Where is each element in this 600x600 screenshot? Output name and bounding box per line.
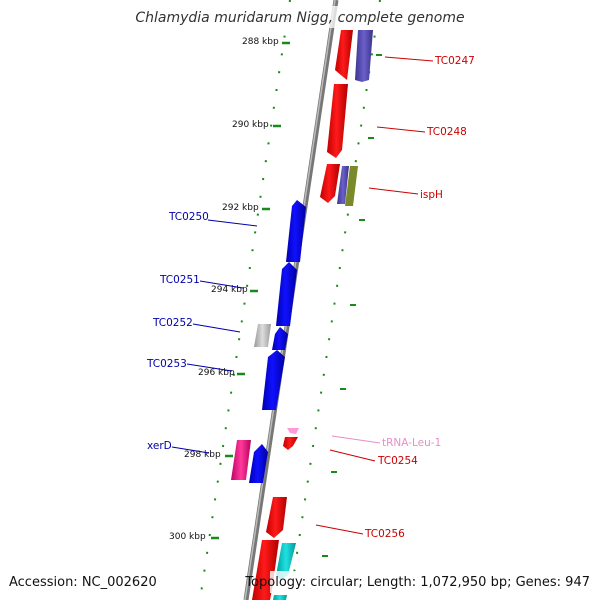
scale-tick-294: 294 kbp bbox=[211, 285, 258, 295]
scale-label-296: 296 kbp bbox=[198, 368, 235, 378]
gene-TC0254[interactable] bbox=[283, 437, 298, 450]
label-tRNA-Leu-1[interactable]: tRNA-Leu-1 bbox=[382, 437, 441, 449]
scale-label-288: 288 kbp bbox=[242, 37, 279, 47]
label-TC0250[interactable]: TC0250 bbox=[168, 211, 209, 223]
scale-label-290: 290 kbp bbox=[232, 120, 269, 130]
gene-TC0252b[interactable] bbox=[272, 327, 288, 350]
label-TC0251[interactable]: TC0251 bbox=[159, 274, 200, 286]
genome-title: Chlamydia muridarum Nigg, complete genom… bbox=[135, 10, 464, 26]
gene-TC0251[interactable] bbox=[276, 262, 297, 326]
scale-label-298: 298 kbp bbox=[184, 450, 221, 460]
label-TC0247[interactable]: TC0247 bbox=[434, 55, 475, 67]
gene-TC0253[interactable] bbox=[262, 350, 285, 410]
scale-tick-298: 298 kbp bbox=[184, 450, 233, 460]
gene-ispH[interactable] bbox=[337, 166, 349, 204]
gene-TC0252[interactable] bbox=[254, 324, 271, 347]
scale-label-300: 300 kbp bbox=[169, 532, 206, 542]
label-xerD[interactable]: xerD bbox=[147, 440, 172, 452]
label-TC0248[interactable]: TC0248 bbox=[426, 126, 467, 138]
scale-label-292: 292 kbp bbox=[222, 203, 259, 213]
genome-summary-text: Topology: circular; Length: 1,072,950 bp… bbox=[244, 575, 590, 590]
gene-tRNA-Leu-1[interactable] bbox=[287, 428, 299, 434]
gene-TC0256[interactable] bbox=[266, 497, 287, 538]
footer-backdrop bbox=[270, 571, 596, 593]
gene-xerD[interactable] bbox=[231, 440, 251, 480]
title-backdrop bbox=[140, 6, 465, 28]
gene-ispH-b[interactable] bbox=[345, 166, 358, 206]
label-TC0253[interactable]: TC0253 bbox=[146, 358, 187, 370]
scale-tick-300: 300 kbp bbox=[169, 532, 219, 542]
label-ispH[interactable]: ispH bbox=[420, 189, 443, 201]
gene-TC0247b[interactable] bbox=[355, 30, 373, 82]
label-TC0256[interactable]: TC0256 bbox=[364, 528, 405, 540]
scale-tick-296: 296 kbp bbox=[198, 368, 245, 378]
label-TC0254[interactable]: TC0254 bbox=[377, 455, 418, 467]
gene-TC0248[interactable] bbox=[327, 84, 348, 158]
gene-TC0258[interactable] bbox=[276, 543, 296, 580]
forward-genes bbox=[252, 30, 373, 600]
reverse-genes bbox=[231, 200, 306, 483]
callout-lines bbox=[171, 56, 434, 535]
accession-text: Accession: NC_002620 bbox=[9, 575, 157, 590]
outer-ring-dots bbox=[289, 0, 381, 600]
scale-label-294: 294 kbp bbox=[211, 285, 248, 295]
scale-tick-292: 292 kbp bbox=[222, 203, 270, 213]
gene-TC0259[interactable] bbox=[273, 595, 287, 600]
gene-TC0250[interactable] bbox=[286, 200, 306, 262]
gene-TC0255[interactable] bbox=[249, 444, 268, 483]
gene-ispH-a[interactable] bbox=[320, 164, 340, 203]
label-TC0252[interactable]: TC0252 bbox=[152, 317, 193, 329]
scale-tick-290: 290 kbp bbox=[232, 120, 281, 130]
inner-ring-dots bbox=[199, 0, 291, 600]
outer-ticks bbox=[322, 54, 382, 557]
scale-tick-288: 288 kbp bbox=[242, 37, 290, 47]
gene-TC0247[interactable] bbox=[335, 30, 353, 80]
